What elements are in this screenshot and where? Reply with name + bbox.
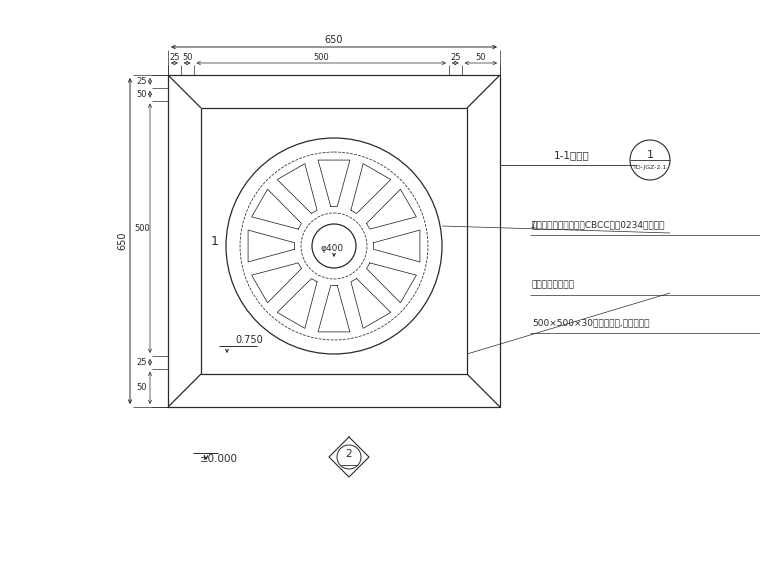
Text: ±0.000: ±0.000 xyxy=(200,454,238,464)
Text: 1: 1 xyxy=(211,234,219,247)
Text: φ400: φ400 xyxy=(321,243,344,252)
Text: 500×500×30光面黄金庛,按尺寸切割: 500×500×30光面黄金庛,按尺寸切割 xyxy=(532,318,650,327)
Text: 50: 50 xyxy=(137,383,147,392)
Text: 1: 1 xyxy=(530,220,536,229)
Text: 25: 25 xyxy=(169,53,179,62)
Text: 650: 650 xyxy=(117,232,127,250)
Text: 500: 500 xyxy=(134,224,150,233)
Text: 500: 500 xyxy=(313,53,329,62)
Text: 25: 25 xyxy=(137,77,147,86)
Text: 25: 25 xyxy=(450,53,461,62)
Text: 650: 650 xyxy=(325,35,344,45)
Text: 25: 25 xyxy=(137,358,147,367)
Text: 50: 50 xyxy=(182,53,192,62)
Bar xyxy=(168,75,500,407)
Text: 铸铝灯体，喔深和色（CBCC编号0234）氟碳漆: 铸铝灯体，喔深和色（CBCC编号0234）氟碳漆 xyxy=(532,220,666,229)
Text: TD-JGZ-2.1: TD-JGZ-2.1 xyxy=(633,164,667,169)
Text: 2: 2 xyxy=(346,449,353,459)
Text: 厂家二次深化设计: 厂家二次深化设计 xyxy=(532,280,575,289)
Text: 0.750: 0.750 xyxy=(235,335,263,345)
Text: 50: 50 xyxy=(476,53,486,62)
Bar xyxy=(201,108,467,374)
Text: 1-1剖面图: 1-1剖面图 xyxy=(554,150,590,160)
Text: 1: 1 xyxy=(647,150,654,160)
Text: 50: 50 xyxy=(137,90,147,99)
